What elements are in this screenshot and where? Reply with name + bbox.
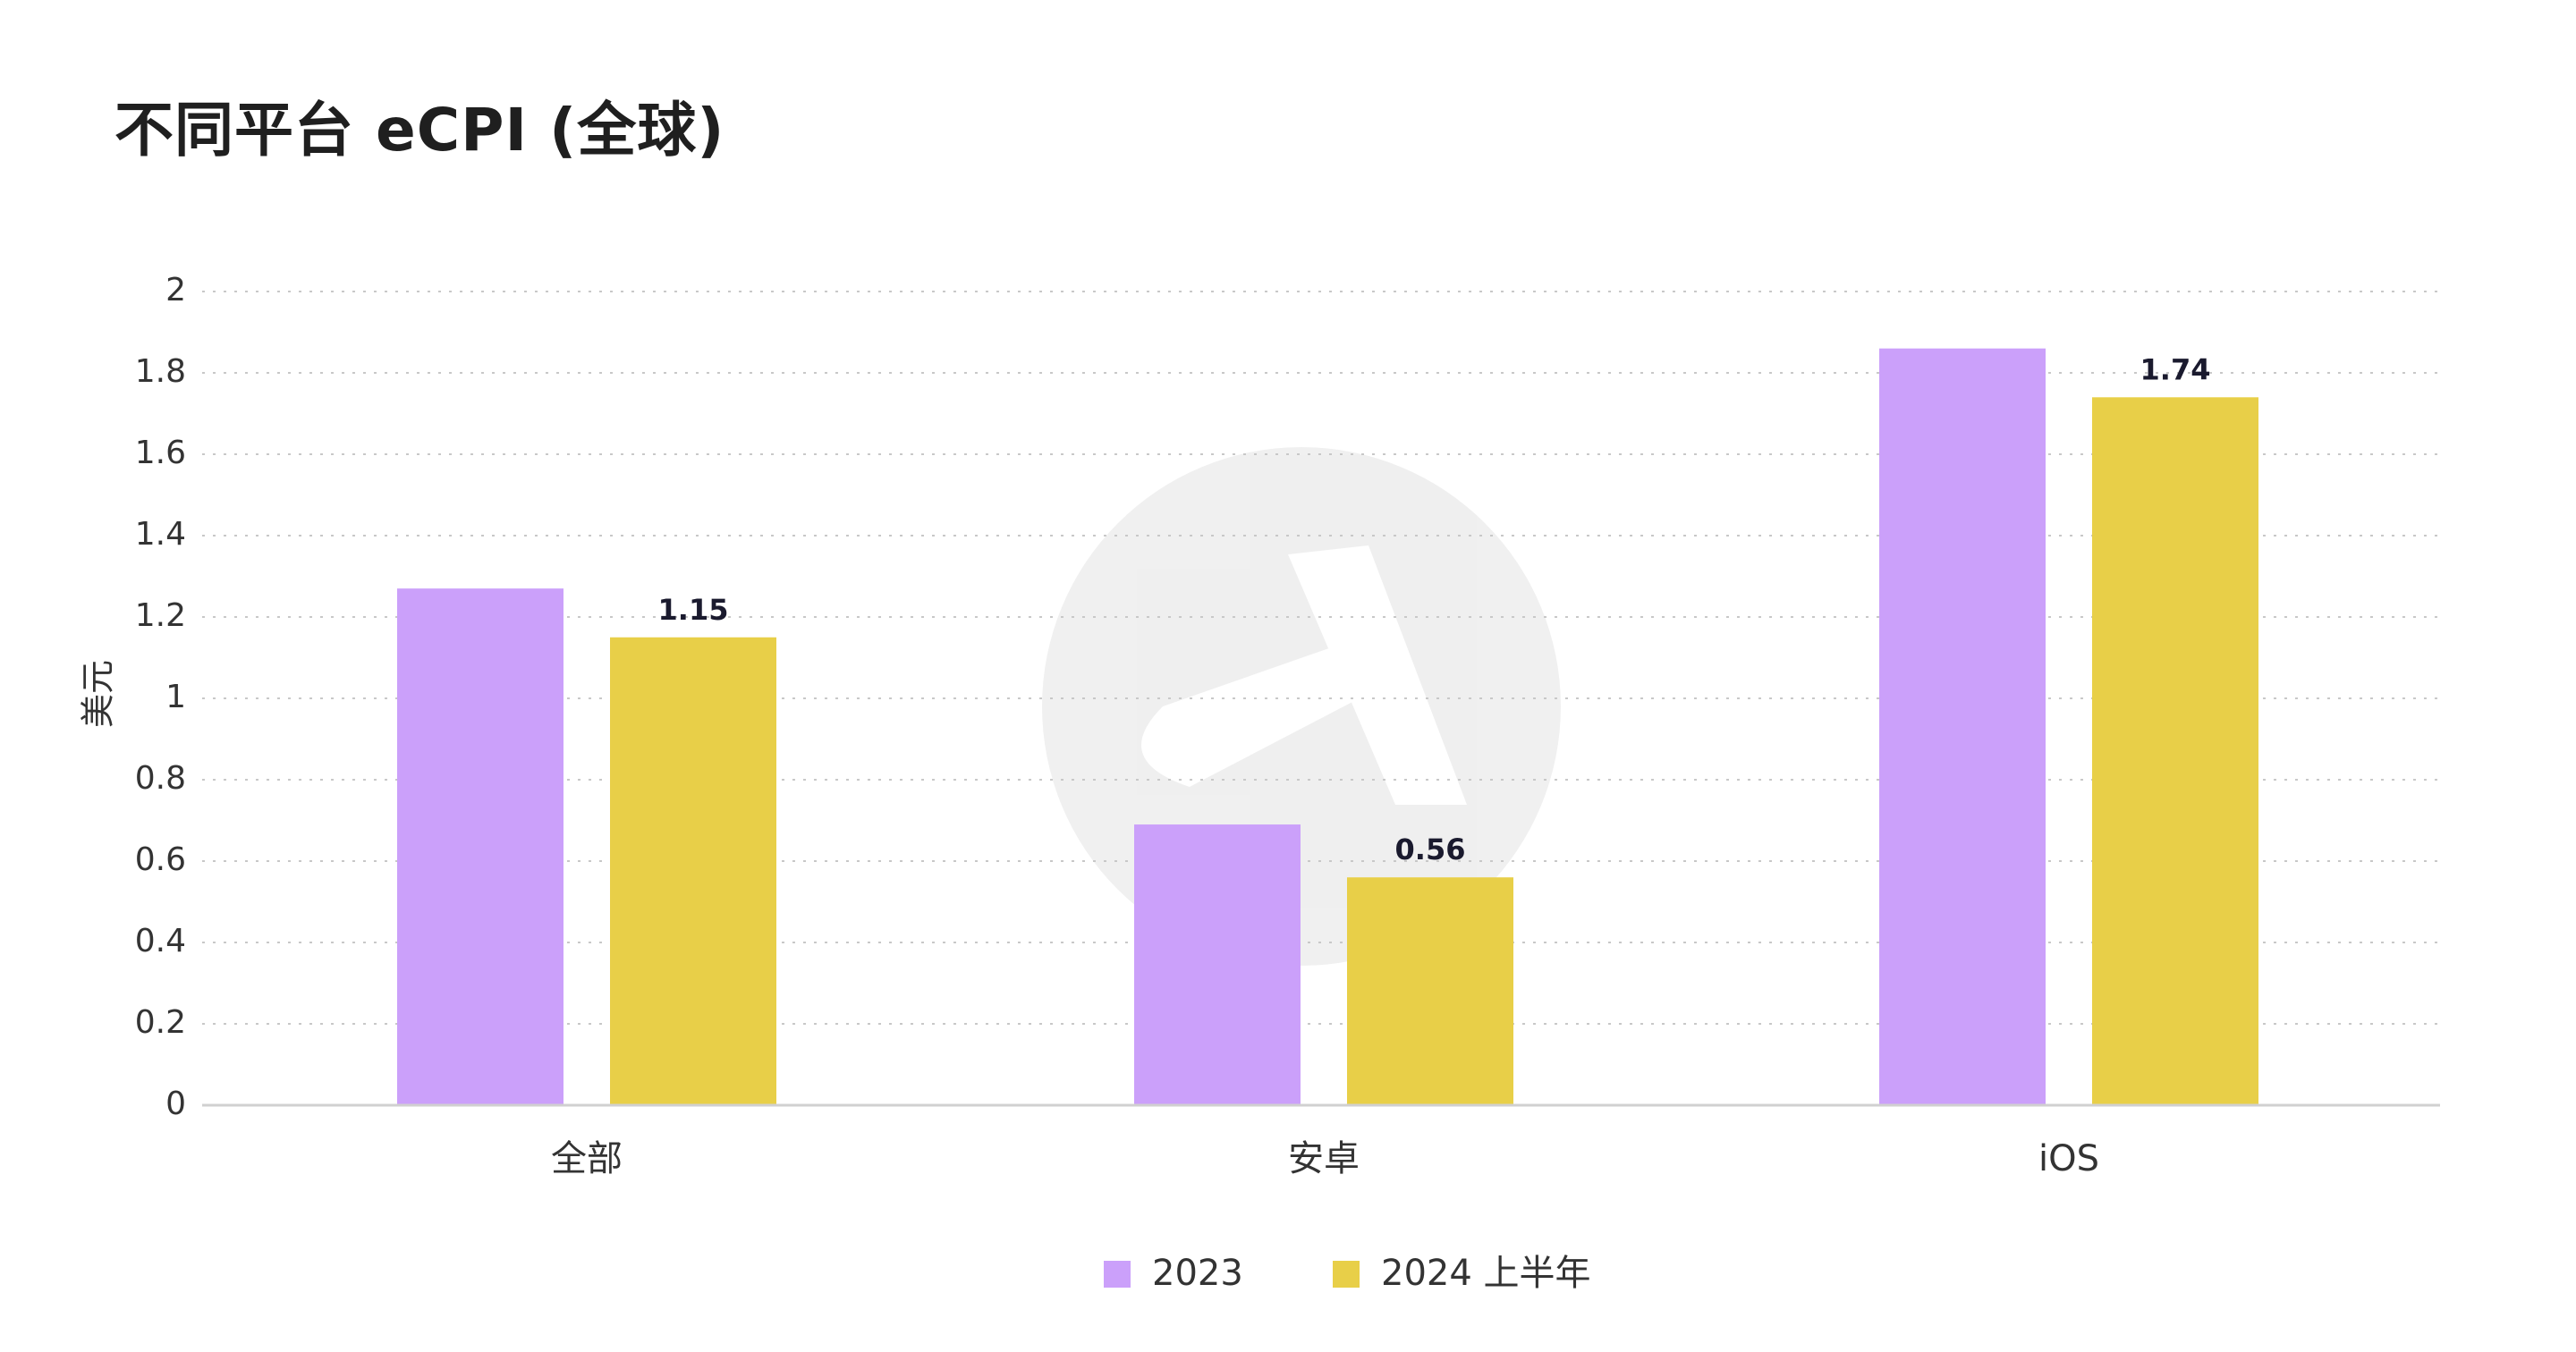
y-tick-label: 1 [165, 679, 186, 715]
y-tick-label: 0.8 [135, 760, 186, 797]
bars [397, 348, 2258, 1105]
bar-2024h1-2 [2092, 397, 2258, 1105]
y-tick-label: 0.4 [135, 923, 186, 959]
category-label: iOS [2038, 1138, 2099, 1179]
data-label: 1.15 [658, 593, 729, 627]
y-tick-label: 0 [165, 1086, 186, 1122]
bar-2024h1-0 [610, 637, 776, 1105]
y-tick-label: 1.8 [135, 353, 186, 390]
y-tick-label: 0.6 [135, 841, 186, 878]
y-tick-label: 1.4 [135, 516, 186, 553]
category-labels: 全部 安卓 iOS [551, 1138, 2099, 1179]
y-tick-label: 1.6 [135, 435, 186, 471]
y-tick-label: 2 [165, 272, 186, 308]
legend-label-2024h1: 2024 上半年 [1381, 1253, 1591, 1294]
data-label: 0.56 [1395, 832, 1466, 866]
grid-lines [202, 291, 2440, 1025]
bar-2023-0 [397, 588, 564, 1105]
y-tick-labels: 0 0.2 0.4 0.6 0.8 1 1.2 1.4 1.6 1.8 2 [135, 272, 186, 1122]
category-label: 安卓 [1288, 1138, 1360, 1179]
legend-swatch-2024h1 [1333, 1261, 1360, 1288]
y-tick-label: 0.2 [135, 1004, 186, 1041]
legend-swatch-2023 [1104, 1261, 1131, 1288]
chart-title: 不同平台 eCPI (全球) [114, 96, 725, 165]
data-label: 1.74 [2140, 352, 2211, 386]
bar-2023-2 [1879, 348, 2046, 1105]
bar-2024h1-1 [1347, 877, 1513, 1105]
data-labels: 1.15 0.56 1.74 [658, 352, 2211, 866]
legend-label-2023: 2023 [1152, 1253, 1243, 1294]
legend: 2023 2024 上半年 [1104, 1253, 1591, 1294]
y-axis-label: 美元 [79, 660, 118, 728]
y-tick-label: 1.2 [135, 597, 186, 634]
category-label: 全部 [551, 1138, 623, 1179]
bar-2023-1 [1134, 824, 1301, 1105]
